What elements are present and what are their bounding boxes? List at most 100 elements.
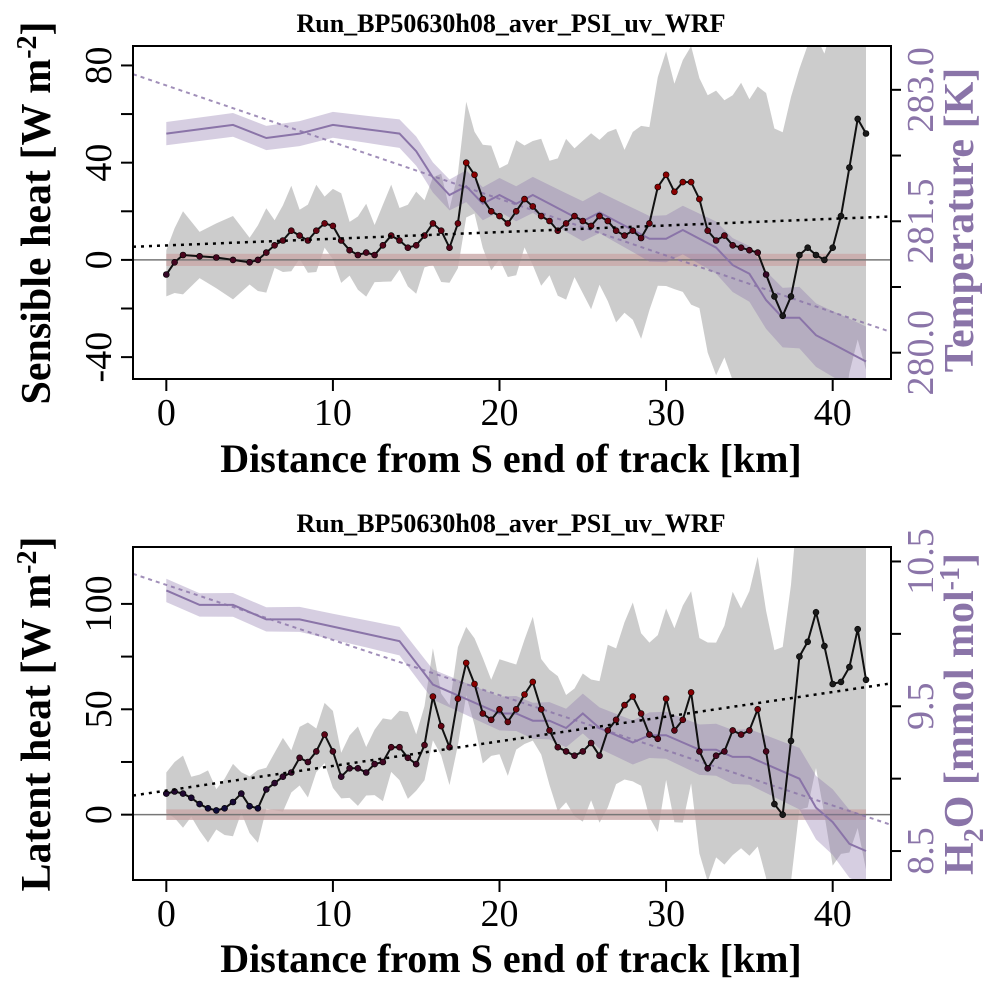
flux-point bbox=[562, 748, 570, 755]
flux-point bbox=[254, 256, 262, 264]
secondary-uncertainty-band bbox=[166, 578, 866, 880]
left-tick-label: 40 bbox=[78, 144, 120, 182]
flux-point bbox=[796, 251, 803, 259]
flux-point bbox=[188, 794, 195, 802]
flux-point bbox=[679, 716, 687, 724]
flux-point bbox=[629, 693, 637, 700]
x-tick-label: 20 bbox=[481, 392, 519, 434]
flux-point bbox=[779, 811, 787, 819]
flux-point bbox=[862, 676, 870, 684]
flux-point bbox=[579, 217, 587, 225]
flux-point bbox=[346, 764, 353, 772]
plot-frame bbox=[132, 45, 892, 380]
right-tick-label: 280.0 bbox=[900, 310, 942, 396]
flux-point bbox=[262, 249, 270, 256]
flux-point bbox=[596, 752, 603, 760]
flux-point bbox=[612, 716, 620, 724]
left-tick-label: 100 bbox=[78, 575, 120, 632]
flux-point bbox=[829, 244, 837, 251]
flux-point bbox=[646, 731, 653, 738]
flux-point bbox=[729, 727, 737, 734]
flux-point bbox=[696, 195, 703, 203]
flux-uncertainty-band bbox=[166, 547, 866, 880]
flux-point bbox=[287, 227, 295, 234]
x-tick-label: 0 bbox=[157, 893, 176, 935]
plot-clip bbox=[133, 547, 891, 880]
x-axis-label: Distance from S end of track [km] bbox=[220, 436, 801, 481]
flux-point bbox=[621, 232, 628, 239]
flux-point bbox=[321, 220, 328, 227]
y-axis-label: Sensible heat [W m-2] bbox=[12, 21, 60, 404]
flux-point bbox=[579, 748, 587, 755]
flux-point bbox=[229, 256, 237, 264]
flux-point bbox=[421, 741, 428, 749]
left-axis: -40 0 40 80 bbox=[78, 46, 133, 382]
flux-point bbox=[271, 242, 278, 249]
flux-point bbox=[454, 695, 462, 703]
y-axis-label: Latent heat [W m-2] bbox=[12, 536, 60, 891]
flux-point bbox=[238, 790, 245, 797]
flux-point bbox=[546, 217, 553, 225]
flux-point bbox=[854, 115, 862, 123]
flux-point bbox=[796, 653, 803, 660]
left-tick-label: -40 bbox=[78, 332, 120, 383]
flux-point bbox=[521, 195, 528, 203]
flux-point bbox=[312, 748, 320, 755]
flux-point bbox=[379, 758, 387, 766]
sensible-heat-panel: Run_BP50630h08_aver_PSI_uv_WRF -4004080 … bbox=[12, 9, 983, 481]
flux-point bbox=[704, 227, 712, 234]
flux-point bbox=[213, 807, 220, 814]
flux-point bbox=[246, 258, 253, 266]
plot-clip bbox=[133, 46, 891, 379]
flux-point bbox=[229, 798, 237, 806]
flux-point bbox=[471, 680, 478, 688]
flux-point bbox=[571, 752, 578, 760]
flux-point bbox=[371, 251, 378, 259]
flux-point bbox=[646, 220, 653, 227]
flux-point bbox=[479, 195, 487, 203]
flux-point bbox=[479, 710, 487, 717]
x-tick-label: 20 bbox=[481, 893, 519, 935]
plot-area bbox=[133, 46, 891, 379]
flux-point bbox=[846, 164, 853, 171]
left-tick-label: 80 bbox=[78, 46, 120, 84]
flux-point bbox=[554, 743, 562, 751]
flux-point bbox=[737, 244, 745, 251]
flux-point bbox=[654, 735, 662, 743]
flux-point bbox=[612, 227, 620, 234]
x-tick-label: 10 bbox=[314, 392, 352, 434]
flux-point bbox=[629, 227, 637, 234]
flux-point bbox=[346, 246, 353, 254]
flux-point bbox=[737, 731, 745, 738]
flux-point bbox=[296, 232, 303, 239]
flux-point bbox=[537, 705, 545, 713]
flux-point bbox=[262, 786, 270, 793]
flux-point bbox=[163, 271, 170, 278]
flux-point bbox=[362, 249, 370, 256]
flux-point bbox=[204, 804, 212, 812]
flux-point bbox=[837, 212, 845, 220]
flux-point bbox=[404, 244, 412, 251]
flux-point bbox=[529, 203, 537, 210]
flux-point bbox=[687, 689, 695, 696]
flux-point bbox=[196, 252, 203, 260]
flux-point bbox=[671, 188, 678, 196]
flux-point bbox=[846, 663, 853, 671]
x-axis-label: Distance from S end of track [km] bbox=[220, 936, 801, 981]
flux-point bbox=[754, 249, 762, 256]
flux-point bbox=[254, 804, 262, 812]
flux-point bbox=[487, 716, 495, 724]
flux-point bbox=[512, 208, 520, 215]
flux-point bbox=[429, 693, 437, 700]
flux-point bbox=[537, 212, 545, 220]
flux-point bbox=[671, 727, 678, 734]
right-tick-label: 9.5 bbox=[900, 683, 942, 731]
x-tick-label: 0 bbox=[157, 392, 176, 434]
flux-point bbox=[354, 251, 362, 259]
flux-point bbox=[771, 800, 778, 808]
flux-point bbox=[337, 773, 345, 781]
right-tick-label: 281.5 bbox=[900, 179, 942, 265]
secondary-trend-line bbox=[133, 73, 891, 333]
flux-point bbox=[446, 244, 453, 251]
